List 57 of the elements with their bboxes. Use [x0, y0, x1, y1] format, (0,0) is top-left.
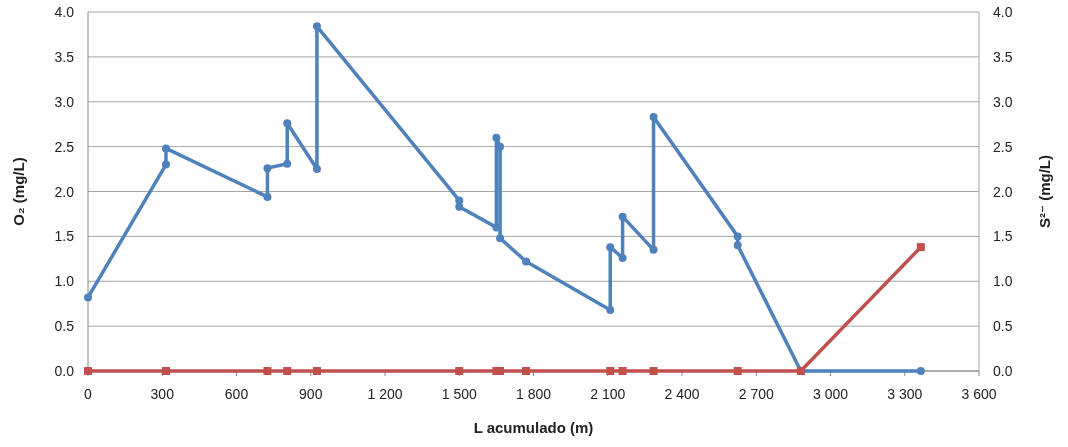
x-axis-title: L acumulado (m): [473, 419, 594, 436]
y-tick-label: 3.0: [54, 93, 75, 110]
y-tick-label: 2.0: [54, 183, 75, 200]
y2-tick-label: 4.0: [993, 4, 1013, 20]
point: [733, 232, 742, 241]
y-tick-label: 1.0: [54, 273, 75, 290]
y-tick-label: 2.5: [54, 138, 75, 155]
point: [161, 160, 170, 169]
x-tick-label: 3 300: [887, 386, 923, 402]
point: [618, 212, 627, 221]
point: [455, 196, 464, 205]
point: [649, 245, 658, 254]
x-tick-label: 2 700: [738, 386, 774, 402]
x-tick-label: 1 200: [367, 386, 403, 402]
point: [649, 113, 658, 122]
point: [263, 164, 272, 173]
point: [455, 202, 464, 211]
x-tick-label: 2 400: [664, 386, 700, 402]
point: [312, 165, 321, 174]
x-tick-label: 600: [224, 386, 249, 402]
point: [283, 159, 292, 168]
y-tick-label: 0.0: [54, 363, 75, 379]
x-tick-label: 300: [150, 386, 175, 402]
y2-tick-label: 3.0: [993, 93, 1013, 110]
x-tick-label: 0: [84, 386, 93, 402]
point: [606, 243, 615, 252]
x-tick-label: 3 000: [812, 386, 849, 402]
y-tick-label: 4.0: [54, 4, 75, 20]
y-tick-label: 0.5: [54, 318, 75, 335]
y2-tick-label: 1.0: [993, 273, 1013, 290]
y2-tick-label: 2.0: [993, 183, 1013, 200]
point: [263, 192, 272, 201]
x-tick-label: 2 100: [590, 386, 626, 402]
point: [161, 144, 170, 153]
y-axis-title: O₂ (mg/L): [10, 157, 27, 226]
point: [312, 22, 321, 31]
point: [496, 234, 505, 243]
y2-tick-label: 0.0: [993, 363, 1013, 379]
point: [733, 241, 742, 250]
y2-axis-title: S²⁻ (mg/L): [1036, 155, 1053, 228]
point: [522, 257, 531, 266]
point: [283, 119, 292, 128]
point: [84, 293, 92, 302]
y-tick-label: 3.5: [54, 48, 75, 65]
y-tick-label: 1.5: [54, 228, 75, 245]
point: [618, 253, 627, 262]
y2-tick-label: 3.5: [993, 48, 1013, 65]
x-tick-label: 1 500: [441, 386, 477, 402]
x-tick-label: 900: [299, 386, 323, 402]
x-tick-label: 1 800: [515, 386, 552, 402]
point: [916, 367, 925, 375]
point: [492, 133, 501, 142]
y2-tick-label: 1.5: [993, 228, 1013, 245]
point: [606, 305, 615, 314]
x-tick-label: 3 600: [961, 386, 997, 402]
y2-tick-label: 2.5: [993, 138, 1013, 155]
y2-tick-label: 0.5: [993, 318, 1013, 335]
